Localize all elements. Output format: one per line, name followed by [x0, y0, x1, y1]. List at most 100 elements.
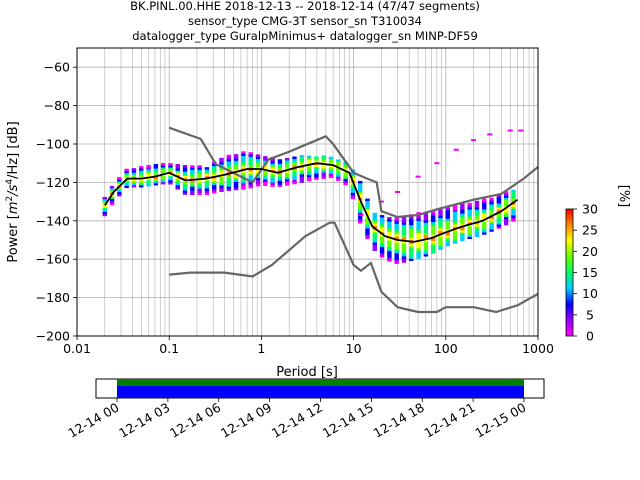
psd-cell	[285, 183, 290, 186]
psd-cell	[226, 177, 232, 181]
psd-cell	[226, 154, 232, 158]
psd-cell	[460, 234, 465, 237]
psd-cell	[314, 166, 319, 170]
outlier-trail	[358, 129, 524, 217]
psd-cell	[241, 164, 246, 167]
psd-cell	[409, 226, 414, 230]
psd-cell	[263, 181, 268, 184]
psd-cell	[248, 164, 253, 168]
psd-cell	[489, 220, 494, 224]
psd-cell	[387, 248, 392, 252]
psd-cell	[343, 165, 348, 169]
psd-cell	[285, 160, 290, 163]
psd-cell	[387, 255, 392, 258]
psd-cell	[168, 163, 173, 166]
psd-cell	[489, 223, 494, 226]
psd-cell	[416, 218, 421, 221]
psd-cell	[460, 215, 465, 218]
psd-cell	[248, 173, 253, 176]
psd-cell	[197, 169, 202, 172]
psd-cell	[321, 159, 326, 163]
psd-cell	[365, 198, 370, 202]
psd-cell	[474, 226, 480, 229]
psd-cell	[423, 226, 429, 230]
psd-cell	[445, 207, 450, 211]
psd-cell	[219, 178, 224, 182]
psd-cell	[204, 169, 210, 172]
axis-ticks: 0.01 0.1 1 10 100 1000 −60 −80 −100 −120 −140 −160 −…	[36, 60, 554, 356]
outlier-cell	[378, 200, 384, 203]
psd-cell	[482, 209, 487, 212]
psd-cell	[248, 154, 253, 157]
psd-cell	[153, 180, 159, 184]
psd-cell	[197, 190, 202, 194]
psd-cell	[401, 241, 407, 244]
psd-cell	[474, 200, 480, 204]
psd-cell	[489, 199, 494, 203]
psd-cell	[511, 213, 516, 216]
colorbar-tick-label: 30	[582, 202, 598, 217]
psd-cell	[131, 180, 137, 184]
psd-cell	[197, 171, 202, 174]
psd-cell	[460, 219, 465, 223]
psd-cell	[233, 162, 239, 165]
psd-cell	[248, 152, 253, 155]
psd-cell	[430, 249, 436, 252]
psd-cell	[496, 220, 502, 223]
psd-cell	[212, 182, 217, 185]
psd-cell	[139, 174, 144, 177]
timeline-tick-label: 12-14 00	[65, 400, 121, 441]
psd-cell	[212, 180, 217, 183]
psd-cell	[146, 179, 151, 183]
psd-cell	[109, 202, 115, 206]
psd-cell	[430, 247, 436, 250]
psd-cell	[423, 254, 429, 257]
psd-cell	[117, 189, 122, 193]
psd-cell	[336, 167, 341, 171]
psd-cell	[146, 184, 151, 187]
psd-cell	[306, 174, 312, 178]
psd-cell	[212, 184, 217, 188]
psd-cell	[365, 202, 370, 206]
noise-models	[168, 126, 539, 314]
psd-cell	[292, 171, 297, 174]
psd-cell	[489, 197, 494, 201]
psd-cell	[438, 217, 443, 221]
psd-cell	[139, 170, 144, 173]
psd-cell	[306, 166, 312, 169]
psd-cell	[343, 172, 348, 175]
psd-cell	[496, 226, 502, 229]
psd-cell	[182, 186, 188, 189]
chart-title-line-3: datalogger_type GuralpMinimus+ datalogge…	[132, 29, 478, 43]
psd-cell	[467, 230, 472, 233]
psd-cell	[394, 227, 399, 231]
psd-cell	[190, 192, 195, 196]
psd-cell	[365, 219, 370, 223]
psd-cell	[102, 209, 107, 213]
median-line	[104, 162, 519, 243]
y-tick-label: −120	[36, 175, 70, 190]
psd-cell	[314, 164, 319, 168]
psd-cell	[292, 162, 297, 166]
psd-cell	[452, 213, 458, 217]
psd-cell	[270, 184, 275, 187]
psd-cell	[445, 229, 450, 232]
psd-cell	[503, 197, 509, 201]
psd-cell	[445, 224, 450, 228]
psd-cell	[394, 231, 399, 235]
psd-cell	[109, 196, 115, 199]
psd-cell	[292, 169, 297, 172]
high-noise-model-line	[169, 221, 539, 314]
psd-cell	[372, 212, 377, 216]
psd-cell	[139, 185, 144, 188]
psd-cell	[401, 249, 407, 253]
psd-cell	[336, 172, 341, 175]
psd-cell	[357, 212, 363, 216]
psd-cell	[306, 157, 312, 161]
psd-cell	[387, 246, 392, 250]
y-label-part-3: 2	[5, 196, 15, 202]
psd-cell	[401, 260, 407, 263]
psd-cell	[511, 194, 516, 197]
psd-cell	[452, 226, 458, 229]
chart-title-line-2: sensor_type CMG-3T sensor_sn T310034	[188, 14, 422, 28]
